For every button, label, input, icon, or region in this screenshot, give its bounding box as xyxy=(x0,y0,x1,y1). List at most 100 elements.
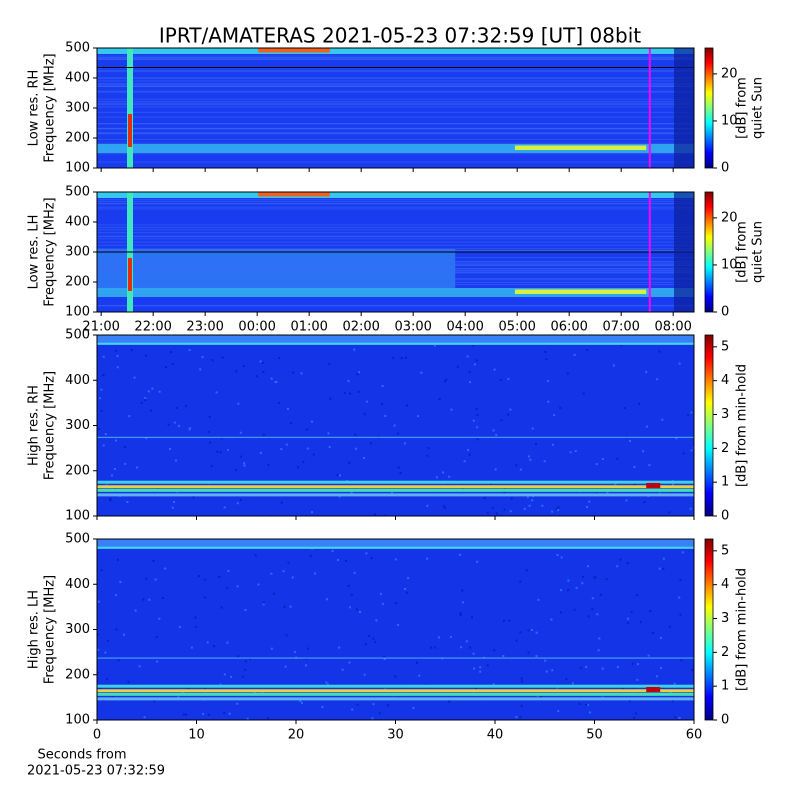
spectrogram-noise xyxy=(356,703,359,706)
spectrogram-noise xyxy=(469,381,472,384)
spectrogram-noise xyxy=(605,578,608,581)
spectrogram-noise xyxy=(100,409,103,412)
spectrogram-noise xyxy=(241,675,244,678)
spectrogram-noise xyxy=(237,655,240,658)
spectrogram-streak xyxy=(97,238,694,240)
spectrogram-streak xyxy=(97,153,694,155)
spectrogram-noise xyxy=(381,385,384,388)
spectrogram-noise xyxy=(327,683,330,686)
y-tick-label: 400 xyxy=(65,71,90,86)
spectrogram-noise xyxy=(509,408,512,411)
spectrogram-noise xyxy=(652,631,655,634)
spectrogram-noise xyxy=(99,687,102,690)
spectrogram-noise xyxy=(291,576,294,579)
spectrogram-noise xyxy=(261,361,264,364)
spectrogram-streak xyxy=(97,102,694,104)
spectrogram-noise xyxy=(689,507,692,510)
spectrogram-noise xyxy=(437,636,440,639)
spectrogram-noise xyxy=(257,583,260,586)
spectrogram-noise xyxy=(551,510,554,513)
colorbar-label: [dB] from min-hold xyxy=(735,568,750,691)
spectrogram-noise xyxy=(661,418,664,421)
spectrogram-noise xyxy=(104,651,107,654)
spectrogram-noise xyxy=(521,680,524,683)
spectrogram-streak xyxy=(97,232,694,234)
spectrogram-noise xyxy=(567,579,570,582)
spectrogram-noise xyxy=(254,554,257,557)
spectrogram-noise xyxy=(204,686,207,689)
spectrogram-noise xyxy=(531,499,534,502)
spectrogram-noise xyxy=(302,461,305,464)
spectrogram-noise xyxy=(244,608,247,611)
spectrogram-noise xyxy=(220,606,223,609)
spectrogram-noise xyxy=(397,432,400,435)
spectrogram-noise xyxy=(500,419,503,422)
spectrogram-noise xyxy=(587,615,590,618)
spectrogram-noise xyxy=(472,652,475,655)
spectrogram-noise xyxy=(338,646,341,649)
spectrogram-noise xyxy=(243,462,246,465)
spectrogram-streak xyxy=(97,270,694,272)
spectrogram-noise xyxy=(97,671,100,674)
spectrogram-noise xyxy=(114,594,117,597)
spectrogram-noise xyxy=(216,450,219,453)
spectrogram-band xyxy=(97,342,694,345)
x-tick-label: 50 xyxy=(586,728,603,743)
spectrogram-noise xyxy=(476,426,479,429)
spectrogram-burst xyxy=(128,114,132,147)
spectrogram-noise xyxy=(283,605,286,608)
spectrogram-noise xyxy=(249,657,252,660)
spectrogram-noise xyxy=(259,452,262,455)
spectrogram-band xyxy=(97,48,694,54)
spectrogram-noise xyxy=(616,665,619,668)
y-tick-label: 100 xyxy=(65,305,90,320)
spectrogram-noise xyxy=(368,634,371,637)
spectrogram-streak xyxy=(97,106,694,108)
spectrogram-noise xyxy=(633,716,636,719)
colorbar-tick-label: 3 xyxy=(721,407,729,422)
y-tick-label: 500 xyxy=(65,328,90,343)
spectrogram-noise xyxy=(571,682,574,685)
spectrogram-noise xyxy=(173,421,176,424)
spectrogram-noise xyxy=(612,364,615,367)
spectrogram-noise xyxy=(448,475,451,478)
spectrogram-noise xyxy=(306,428,309,431)
spectrogram-streak xyxy=(97,284,694,286)
x-tick-label: 22:00 xyxy=(134,320,171,335)
spectrogram-noise xyxy=(371,717,374,720)
spectrogram-noise xyxy=(551,669,554,672)
spectrogram-noise xyxy=(502,654,505,657)
spectrogram-noise xyxy=(543,460,546,463)
colorbar-label: quiet Sun xyxy=(751,221,766,283)
x-tick-label: 20 xyxy=(288,728,305,743)
spectrogram-noise xyxy=(515,639,518,642)
spectrogram-noise xyxy=(337,558,340,561)
y-tick-label: 300 xyxy=(65,418,90,433)
spectrogram-streak xyxy=(97,138,694,140)
spectrogram-noise xyxy=(110,474,113,477)
spectrogram-noise xyxy=(405,356,408,359)
spectrogram-noise xyxy=(680,659,683,662)
spectrogram-noise xyxy=(473,667,476,670)
colorbar-tick-label: 4 xyxy=(721,577,729,592)
spectrogram-noise xyxy=(601,667,604,670)
colorbar-tick-label: 1 xyxy=(721,475,729,490)
spectrogram-noise xyxy=(525,569,528,572)
spectrogram-band xyxy=(97,689,694,693)
spectrogram-noise xyxy=(619,558,622,561)
spectrogram-noise xyxy=(541,504,544,507)
spectrogram-noise xyxy=(272,592,275,595)
x-tick-label: 08:00 xyxy=(654,320,691,335)
spectrogram-noise xyxy=(638,402,641,405)
spectrogram-edge xyxy=(674,192,694,312)
spectrogram-noise xyxy=(492,429,495,432)
spectrogram-noise xyxy=(586,506,589,509)
spectrogram-streak xyxy=(97,123,694,125)
spectrogram-noise xyxy=(520,704,523,707)
spectrogram-noise xyxy=(426,454,429,457)
spectrogram-noise xyxy=(246,717,249,720)
spectrogram-noise xyxy=(364,643,367,646)
spectrogram-noise xyxy=(190,646,193,649)
spectrogram-streak xyxy=(97,203,694,205)
